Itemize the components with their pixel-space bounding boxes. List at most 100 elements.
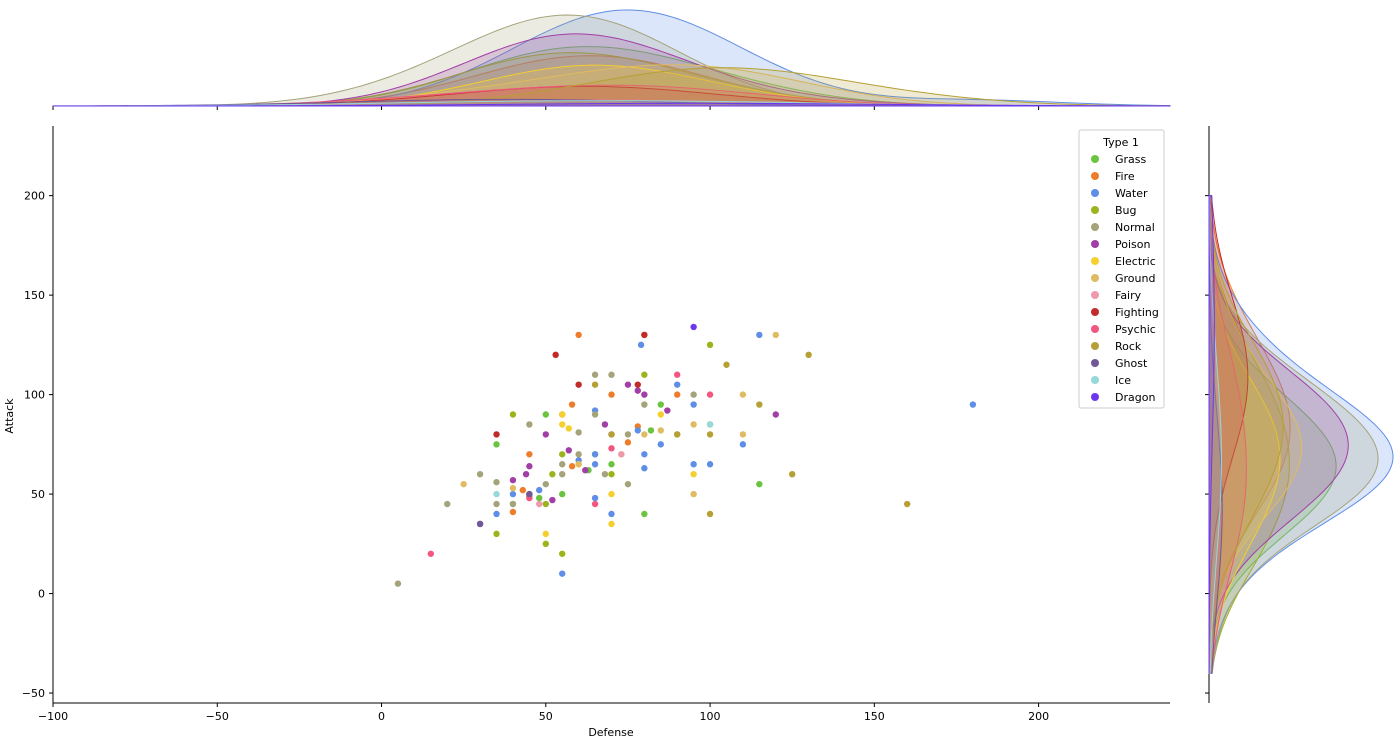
data-point-normal <box>575 429 582 436</box>
data-point-poison <box>565 447 572 454</box>
right-kde-dragon <box>1208 195 1215 674</box>
data-point-dragon <box>690 323 697 331</box>
data-point-water <box>591 494 599 502</box>
data-point-normal <box>641 401 648 408</box>
legend-marker-bug <box>1091 206 1099 214</box>
x-tick-label: 100 <box>700 710 721 723</box>
data-point-water <box>756 331 763 339</box>
data-point-fire <box>575 331 582 339</box>
x-tick-label: 50 <box>539 710 553 723</box>
data-point-normal <box>559 470 566 478</box>
data-point-poison <box>772 411 779 418</box>
data-point-water <box>739 441 747 448</box>
data-point-bug <box>549 470 556 478</box>
data-point-grass <box>641 510 648 518</box>
data-point-normal <box>542 480 549 488</box>
data-point-normal <box>493 500 500 508</box>
data-point-rock <box>674 431 681 438</box>
legend-frame <box>1078 129 1165 409</box>
legend-label-bug: Bug <box>1115 204 1137 217</box>
data-point-water <box>657 441 664 448</box>
y-tick-label: −50 <box>22 687 45 700</box>
right-kde-normal <box>1208 195 1379 674</box>
data-point-bug <box>559 451 566 458</box>
x-tick-label: 150 <box>864 710 885 723</box>
data-point-normal <box>591 371 599 378</box>
data-point-water <box>493 510 500 518</box>
data-point-fighting <box>552 351 559 359</box>
data-point-electric <box>565 425 572 432</box>
data-point-psychic <box>591 500 599 508</box>
data-point-fire <box>608 391 615 398</box>
data-point-fire <box>568 463 576 470</box>
legend-label-dragon: Dragon <box>1115 391 1155 404</box>
data-point-normal <box>591 411 599 418</box>
right-kde-rock <box>1208 195 1284 674</box>
data-point-poison <box>542 431 549 438</box>
top-marginal-kde <box>52 9 1171 110</box>
legend-label-ground: Ground <box>1115 272 1155 285</box>
right-marginal-kde <box>1205 126 1394 703</box>
legend-marker-ice <box>1091 376 1099 384</box>
data-point-bug <box>559 550 566 557</box>
data-point-rock <box>608 431 615 438</box>
data-point-fire <box>568 401 576 408</box>
data-point-fairy <box>536 500 543 508</box>
data-point-psychic <box>706 391 714 398</box>
data-point-rock <box>805 351 812 359</box>
data-point-electric <box>542 530 549 538</box>
data-point-electric <box>657 411 664 418</box>
y-tick-label: 50 <box>31 488 45 501</box>
data-point-poison <box>526 463 533 470</box>
legend-marker-fairy <box>1091 291 1099 299</box>
data-point-rock <box>591 381 599 388</box>
legend-label-fire: Fire <box>1115 170 1135 183</box>
x-axis-label: Defense <box>588 726 634 739</box>
legend-marker-normal <box>1091 223 1099 231</box>
legend-label-water: Water <box>1115 187 1148 200</box>
data-point-normal <box>476 470 484 478</box>
legend-label-psychic: Psychic <box>1115 323 1156 336</box>
legend-title: Type 1 <box>1102 136 1139 149</box>
data-point-rock <box>706 431 714 438</box>
data-point-rock <box>706 510 714 518</box>
legend-marker-psychic <box>1091 325 1099 333</box>
data-point-grass <box>647 427 655 434</box>
legend-label-ice: Ice <box>1115 374 1131 387</box>
data-point-bug <box>608 470 615 478</box>
data-point-rock <box>756 401 763 408</box>
data-point-normal <box>624 480 632 488</box>
data-point-electric <box>608 520 615 528</box>
data-point-bug <box>542 500 549 508</box>
legend-marker-dragon <box>1091 393 1099 401</box>
x-tick-label: −50 <box>206 710 229 723</box>
data-point-water <box>634 427 641 434</box>
data-point-water <box>690 401 697 408</box>
data-point-water <box>706 461 714 468</box>
data-point-ground <box>772 331 779 339</box>
legend-label-poison: Poison <box>1115 238 1150 251</box>
data-point-electric <box>559 421 566 428</box>
data-point-fairy <box>618 451 625 458</box>
data-point-ground <box>641 431 648 438</box>
data-point-water <box>969 401 977 408</box>
legend-marker-rock <box>1091 342 1099 350</box>
data-point-ground <box>690 490 697 498</box>
data-point-water <box>637 341 645 349</box>
data-point-poison <box>509 476 517 484</box>
data-point-fighting <box>634 381 641 388</box>
data-point-ghost <box>526 490 533 498</box>
data-point-electric <box>559 411 566 418</box>
data-point-normal <box>575 451 582 458</box>
data-point-bug <box>509 411 517 418</box>
data-point-water <box>690 461 697 468</box>
data-point-poison <box>641 391 648 398</box>
data-point-poison <box>664 407 671 414</box>
data-point-rock <box>903 500 911 508</box>
data-point-normal <box>394 580 402 587</box>
data-point-poison <box>522 470 530 478</box>
data-point-fighting <box>575 381 582 388</box>
data-point-bug <box>493 530 500 538</box>
data-point-water <box>559 570 566 577</box>
